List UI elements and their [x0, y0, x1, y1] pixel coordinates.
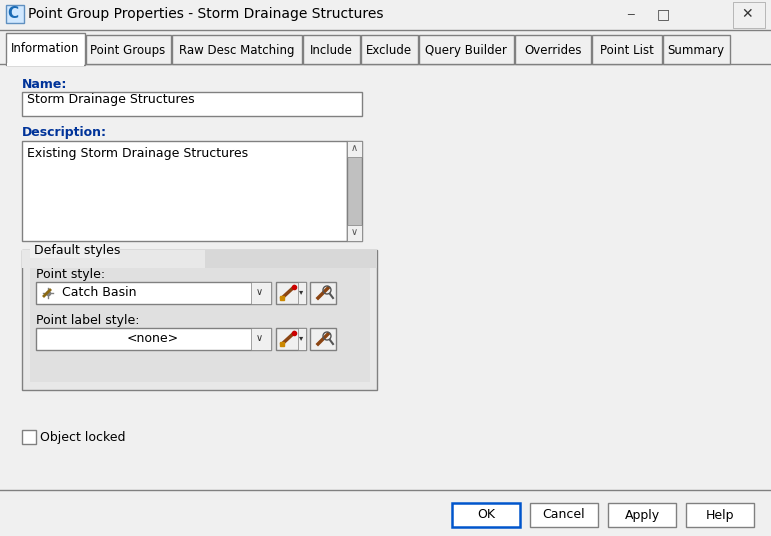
Bar [452, 503, 520, 527]
Text: ▾: ▾ [299, 333, 303, 342]
Bar [530, 503, 598, 527]
Text: Point label style:: Point label style: [36, 314, 140, 327]
Text: Help: Help [705, 509, 734, 522]
Bar [298, 328, 306, 350]
Bar [36, 282, 271, 304]
Bar [6, 5, 24, 23]
Bar [276, 328, 306, 350]
Text: Raw Desc Matching: Raw Desc Matching [179, 44, 295, 57]
Bar [0, 30, 771, 65]
Bar [347, 141, 362, 157]
Text: ∨: ∨ [255, 333, 263, 343]
Bar [36, 328, 271, 350]
Text: Apply: Apply [625, 509, 659, 522]
Bar [251, 282, 271, 304]
Bar [298, 282, 306, 304]
Text: Exclude: Exclude [366, 44, 412, 57]
Text: C: C [7, 6, 19, 21]
Bar [30, 262, 370, 382]
Bar [205, 250, 377, 268]
Text: Cancel: Cancel [543, 509, 585, 522]
Bar [22, 141, 347, 241]
Bar [347, 141, 362, 241]
Bar [0, 490, 771, 536]
Text: Catch Basin: Catch Basin [62, 286, 136, 299]
Bar [592, 35, 662, 64]
Text: Point Groups: Point Groups [90, 44, 166, 57]
Text: Summary: Summary [668, 44, 725, 57]
Bar [276, 282, 306, 304]
Text: ∨: ∨ [255, 287, 263, 297]
Text: Point List: Point List [600, 44, 654, 57]
Text: Include: Include [310, 44, 352, 57]
Bar [22, 92, 362, 116]
Text: □: □ [657, 7, 670, 21]
Text: Query Builder: Query Builder [425, 44, 507, 57]
Bar [686, 503, 754, 527]
Bar [733, 2, 765, 28]
Text: ∨: ∨ [351, 227, 358, 237]
Text: Description:: Description: [22, 126, 107, 139]
Bar [361, 35, 418, 64]
Text: ∧: ∧ [351, 143, 358, 153]
Bar [310, 282, 336, 304]
Bar [30, 244, 118, 258]
Text: Point Group Properties - Storm Drainage Structures: Point Group Properties - Storm Drainage … [28, 7, 383, 21]
Bar [86, 35, 171, 64]
Bar [419, 35, 514, 64]
Bar [22, 250, 377, 390]
Bar [0, 64, 771, 490]
Bar [310, 328, 336, 350]
Bar [663, 35, 730, 64]
Bar [7, 63, 84, 66]
Bar [22, 430, 36, 444]
Text: Existing Storm Drainage Structures: Existing Storm Drainage Structures [27, 147, 248, 160]
Text: OK: OK [477, 509, 495, 522]
Bar [608, 503, 676, 527]
Text: Storm Drainage Structures: Storm Drainage Structures [27, 93, 194, 106]
Text: Point style:: Point style: [36, 268, 105, 281]
Bar [0, 0, 771, 30]
Bar [172, 35, 302, 64]
Bar [22, 250, 224, 268]
Text: Default styles: Default styles [34, 244, 120, 257]
Text: ▾: ▾ [299, 287, 303, 296]
Text: Name:: Name: [22, 78, 67, 91]
Text: Overrides: Overrides [524, 44, 582, 57]
Text: ─: ─ [627, 9, 634, 19]
Bar [303, 35, 360, 64]
Bar [515, 35, 591, 64]
Text: ✕: ✕ [741, 7, 752, 21]
Text: <none>: <none> [127, 332, 179, 345]
Text: Object locked: Object locked [40, 431, 126, 444]
Bar [251, 328, 271, 350]
Bar [6, 33, 85, 65]
Bar [347, 225, 362, 241]
Text: Information: Information [11, 42, 79, 55]
